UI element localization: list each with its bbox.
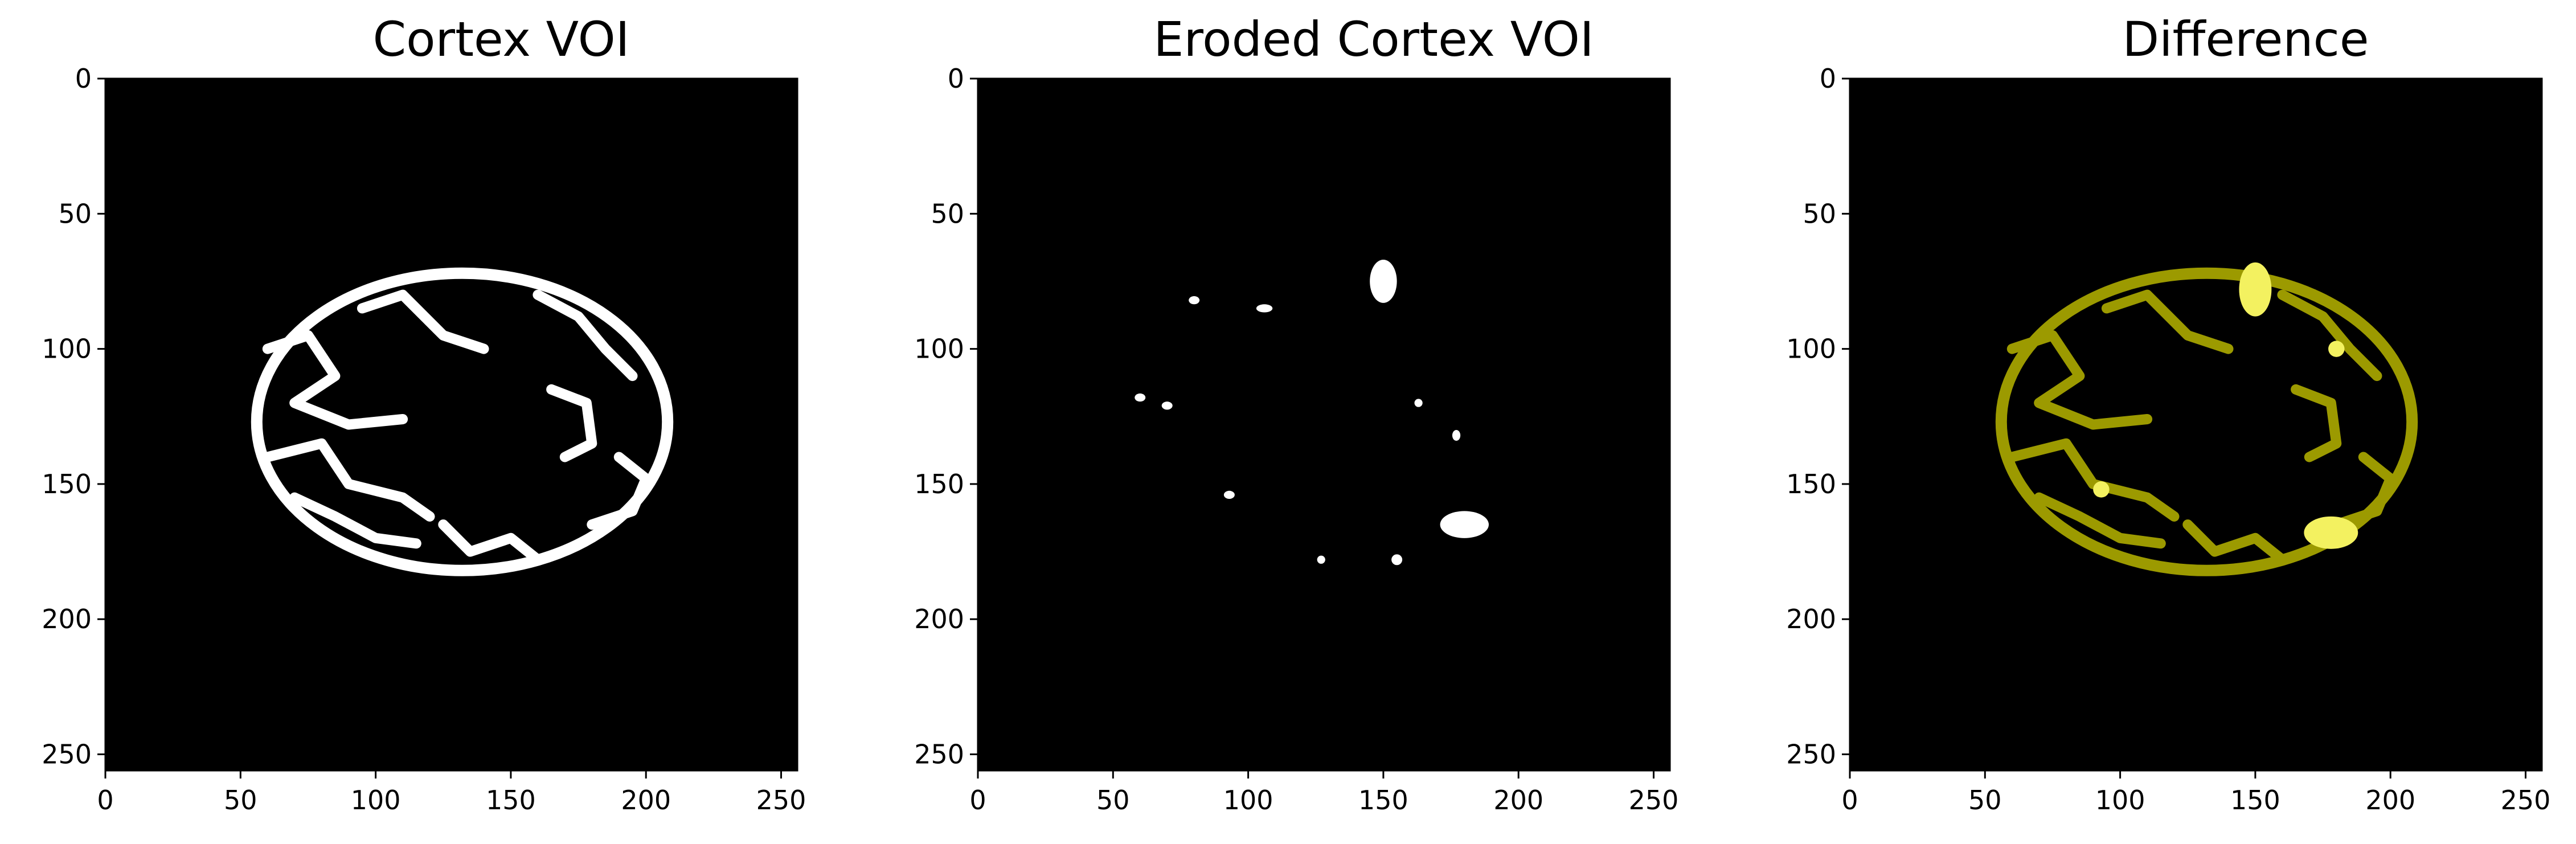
x-tick-label: 200 — [1493, 785, 1543, 816]
x-tick-label: 50 — [224, 785, 257, 816]
eroded-region — [1189, 296, 1200, 305]
x-tick-label: 0 — [1841, 785, 1858, 816]
cortex-outer-ring — [1995, 267, 2418, 576]
axes-frame — [1849, 77, 2543, 772]
eroded-region — [1256, 304, 1273, 313]
panel-title: Eroded Cortex VOI — [1153, 11, 1594, 67]
x-tick-label: 150 — [1358, 785, 1408, 816]
gyrus-mark — [2277, 289, 2382, 382]
y-tick-label: 200 — [1786, 604, 1836, 634]
panel-title: Cortex VOI — [372, 11, 630, 67]
bright-region — [2093, 481, 2110, 498]
axes-frame — [977, 77, 1671, 772]
y-tick-label: 150 — [914, 469, 964, 499]
y-tick-label: 50 — [58, 198, 92, 229]
x-tick-label: 200 — [2365, 785, 2415, 816]
gyrus-mark — [2006, 330, 2153, 430]
y-tick-label: 250 — [1786, 739, 1836, 770]
bright-region — [2239, 262, 2272, 317]
gyrus-mark — [2101, 289, 2234, 354]
eroded-region — [1223, 490, 1235, 499]
x-tick-label: 50 — [1096, 785, 1130, 816]
panel-title: Difference — [2122, 11, 2369, 67]
bright-region — [2304, 516, 2358, 549]
x-tick-label: 50 — [1968, 785, 2002, 816]
y-tick-label: 150 — [42, 469, 92, 499]
eroded-region — [1414, 399, 1423, 407]
y-tick-label: 150 — [1786, 469, 1836, 499]
eroded-region — [1452, 429, 1461, 441]
x-tick-label: 0 — [969, 785, 986, 816]
eroded-region — [1317, 555, 1325, 564]
eroded-region — [1391, 554, 1403, 566]
y-tick-label: 100 — [42, 334, 92, 364]
y-tick-label: 0 — [75, 63, 92, 94]
eroded-region — [1440, 511, 1489, 538]
mask-layer — [251, 267, 674, 576]
gyrus-mark — [289, 492, 421, 549]
gyrus-mark — [262, 330, 408, 430]
eroded-region — [1161, 401, 1173, 410]
gyrus-mark — [438, 519, 543, 565]
mask-layer — [1995, 262, 2418, 576]
gyrus-mark — [587, 452, 652, 530]
x-tick-label: 150 — [2230, 785, 2280, 816]
gyrus-mark — [546, 384, 597, 462]
eroded-region — [1135, 393, 1146, 402]
panel-eroded-cortex-voi: Eroded Cortex VOI 0 50 100 150 200 250 0 50 100 1… — [914, 0, 1750, 844]
y-tick-label: 200 — [914, 604, 964, 634]
gyrus-mark — [2291, 384, 2342, 462]
gyrus-mark — [2182, 519, 2288, 565]
panel-difference: Difference 0 50 100 150 200 250 0 50 100 150 200 25… — [1786, 0, 2576, 844]
y-tick-label: 0 — [1820, 63, 1836, 94]
y-tick-label: 250 — [42, 739, 92, 770]
gyrus-mark — [262, 438, 435, 522]
x-tick-label: 250 — [2501, 785, 2551, 816]
x-tick-label: 100 — [1223, 785, 1273, 816]
image-background — [1850, 79, 2542, 771]
bright-region — [2328, 341, 2345, 357]
x-tick-label: 0 — [97, 785, 113, 816]
y-tick-label: 100 — [914, 334, 964, 364]
cortex-outer-ring — [251, 267, 674, 576]
x-tick-label: 250 — [1629, 785, 1679, 816]
y-tick-label: 250 — [914, 739, 964, 770]
x-tick-label: 200 — [621, 785, 671, 816]
y-tick-label: 100 — [1786, 334, 1836, 364]
image-background — [105, 79, 797, 771]
mask-layer — [1135, 259, 1489, 566]
x-tick-label: 100 — [2095, 785, 2145, 816]
gyrus-mark — [2034, 492, 2166, 549]
x-tick-label: 100 — [351, 785, 401, 816]
gyrus-mark — [357, 289, 489, 354]
y-tick-label: 200 — [42, 604, 92, 634]
eroded-region — [1370, 259, 1397, 303]
y-tick-label: 0 — [948, 63, 964, 94]
gyrus-mark — [2006, 438, 2180, 522]
y-tick-label: 50 — [1803, 198, 1836, 229]
y-tick-label: 50 — [931, 198, 964, 229]
gyrus-mark — [2331, 452, 2396, 530]
panel-cortex-voi: Cortex VOI 0 50 100 150 200 250 0 50 100 150 200 25… — [42, 0, 877, 844]
image-background — [978, 79, 1670, 771]
gyrus-mark — [533, 289, 638, 382]
x-tick-label: 150 — [486, 785, 536, 816]
x-tick-label: 250 — [756, 785, 806, 816]
axes-frame — [104, 77, 798, 772]
